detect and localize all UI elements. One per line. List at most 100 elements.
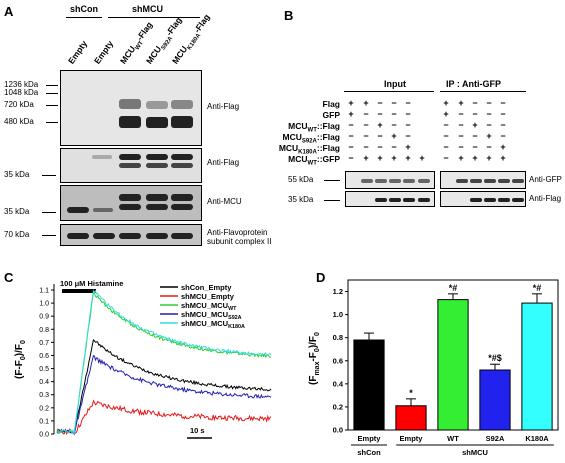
input-sign: − <box>377 109 383 119</box>
ip-sign: − <box>443 153 449 163</box>
input-sign: − <box>377 131 383 141</box>
band <box>146 204 168 210</box>
band <box>498 198 510 202</box>
input-sign: + <box>391 153 397 163</box>
blot-a-4-label-1: Anti-Flavoprotein <box>207 228 268 237</box>
ip-header-line <box>440 91 526 92</box>
y-tick-label: 0.1 <box>39 418 49 425</box>
input-sign: − <box>405 98 411 108</box>
lane-label: Empty <box>66 38 90 66</box>
band <box>375 198 387 202</box>
input-header-line <box>344 91 434 92</box>
input-sign: + <box>363 153 369 163</box>
group-label-shmcu: shMCU <box>462 448 488 457</box>
y-axis-label: (F-F0)/F0 <box>14 340 27 379</box>
band <box>498 179 510 183</box>
band <box>171 163 193 168</box>
significance-label: *# <box>533 283 542 293</box>
ip-sign: − <box>486 142 492 152</box>
band <box>375 179 387 183</box>
input-sign: − <box>391 98 397 108</box>
y-tick-label: 0.6 <box>39 353 49 360</box>
ip-sign: − <box>472 98 478 108</box>
band <box>146 233 168 239</box>
band <box>119 116 141 128</box>
band <box>470 198 482 202</box>
input-sign: − <box>405 120 411 130</box>
band <box>484 198 496 202</box>
legend-label: shMCU_MCUS92A <box>181 310 242 321</box>
band <box>93 233 115 239</box>
group-shmcu-label: shMCU <box>132 4 163 14</box>
blot-b-gfp-label: Anti-GFP <box>529 175 562 184</box>
band <box>171 233 193 239</box>
ip-sign: − <box>443 120 449 130</box>
bar-0 <box>353 339 385 431</box>
blot-a-1-label: Anti-Flag <box>207 102 240 111</box>
ip-sign: − <box>458 120 464 130</box>
blot-a-4-label-2: subunit complex II <box>207 237 272 246</box>
marker-35-a: 35 kDa <box>4 170 30 179</box>
group-label-shcon: shCon <box>357 448 381 457</box>
y-tick-label: 0.3 <box>39 392 49 399</box>
band <box>171 116 193 128</box>
ip-sign: + <box>500 142 506 152</box>
input-sign: + <box>419 153 425 163</box>
band <box>119 194 141 201</box>
condition-row-label: MCUK180A::Flag <box>278 143 340 156</box>
y-tick-label: 0.9 <box>39 314 49 321</box>
band <box>171 154 193 160</box>
y-tick-label: 0.8 <box>39 327 49 334</box>
condition-row-label: MCUWT::GFP <box>288 154 340 167</box>
ip-sign: + <box>472 153 478 163</box>
y-tick-label: 0.8 <box>333 333 343 342</box>
y-tick-label: 0.0 <box>333 426 343 435</box>
band <box>92 155 112 159</box>
ip-sign: − <box>500 120 506 130</box>
band <box>361 179 373 183</box>
condition-row-label: GFP <box>322 110 340 120</box>
ip-sign: − <box>458 131 464 141</box>
y-tick-label: 1.2 <box>333 287 343 296</box>
band <box>146 117 168 128</box>
marker-1236: 1236 kDa <box>4 80 39 89</box>
input-sign: − <box>348 142 354 152</box>
blot-a-2 <box>60 148 202 183</box>
marker-70: 70 kDa <box>4 230 30 239</box>
ip-sign: − <box>500 98 506 108</box>
band <box>403 198 415 202</box>
legend-label: shMCU_MCUK180A <box>181 319 245 330</box>
panel-d-letter: D <box>316 270 326 285</box>
input-sign: − <box>363 131 369 141</box>
band <box>456 179 468 183</box>
input-sign: − <box>363 109 369 119</box>
x-category-label: WT <box>447 434 459 443</box>
band <box>119 233 141 239</box>
ip-sign: − <box>443 131 449 141</box>
input-sign: − <box>391 142 397 152</box>
band <box>146 101 168 109</box>
input-sign: + <box>405 153 411 163</box>
ip-sign: + <box>500 153 506 163</box>
x-category-label: Empty <box>400 434 424 443</box>
input-sign: − <box>405 131 411 141</box>
band <box>171 204 193 210</box>
ip-sign: − <box>472 131 478 141</box>
band <box>389 198 401 202</box>
stimulus-label: 100 μM Histamine <box>60 279 123 288</box>
input-sign: − <box>348 131 354 141</box>
band <box>171 194 193 201</box>
trace-plot: 0.0 0.1 0.2 0.3 0.4 0.5 0.6 0.7 0.8 0.9 1.0 1.1 (F-F… <box>14 279 272 439</box>
condition-row-label: MCUS92A::Flag <box>282 132 340 145</box>
input-sign: + <box>405 142 411 152</box>
marker-70-tick <box>42 235 56 236</box>
band <box>512 198 524 202</box>
band <box>171 100 193 109</box>
ip-sign: + <box>458 153 464 163</box>
x-category-label: Empty <box>358 434 382 443</box>
band <box>512 179 524 183</box>
marker-720: 720 kDa <box>4 100 34 109</box>
panel-b-letter: B <box>284 8 294 23</box>
input-sign: − <box>391 109 397 119</box>
significance-label: * <box>409 388 413 398</box>
